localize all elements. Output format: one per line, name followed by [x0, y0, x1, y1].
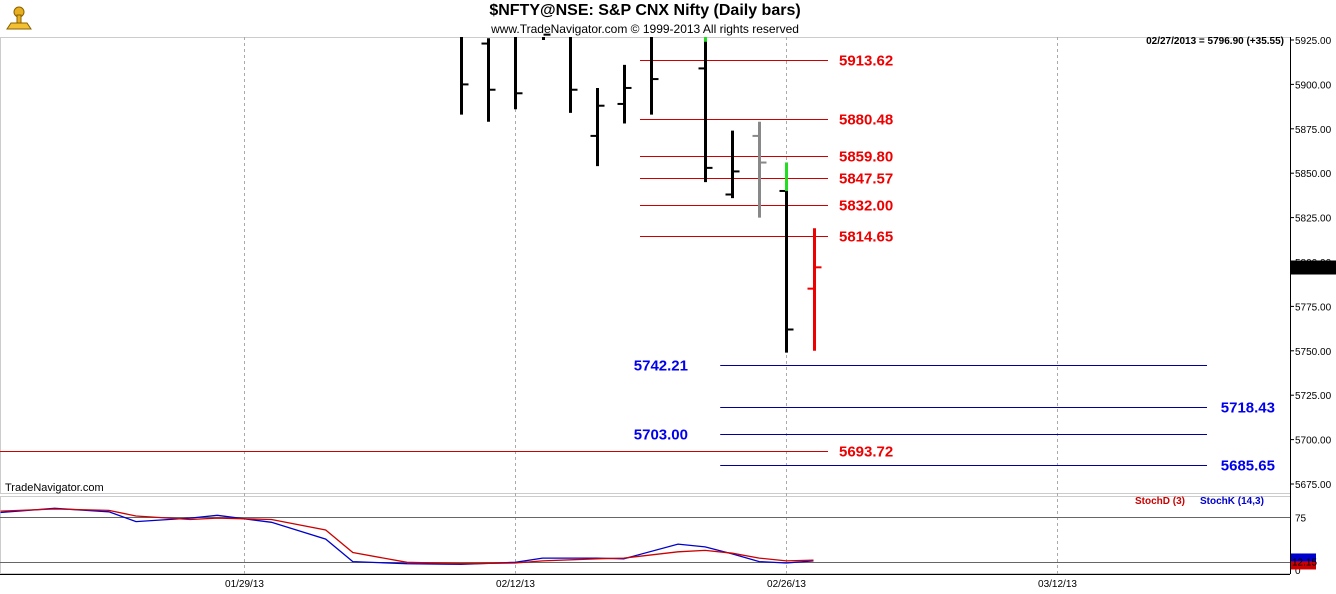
level-label: 5703.00 [634, 427, 688, 444]
y-tick-label: 5725.00 [1295, 391, 1332, 402]
last-price-box [1291, 260, 1336, 275]
level-label: 5832.00 [839, 198, 893, 215]
stoch-last-value: 12.15 [1292, 557, 1317, 568]
level-label: 5742.21 [634, 358, 688, 375]
y-tick-label: 5750.00 [1295, 347, 1332, 358]
stoch-y-tick-label: 75 [1295, 513, 1307, 524]
watermark: TradeNavigator.com [5, 482, 104, 494]
last-quote: 02/27/2013 = 5796.90 (+35.55) [1146, 36, 1284, 47]
trade-navigator-logo-icon [4, 3, 34, 33]
x-tick-label: 03/12/13 [1038, 579, 1077, 590]
y-tick-label: 5675.00 [1295, 480, 1332, 491]
stoch-k-line [0, 507, 814, 566]
stoch-k-badge [1291, 553, 1316, 562]
last-price-label: 5796.90 [1294, 264, 1331, 275]
level-label: 5814.65 [839, 229, 893, 246]
y-tick-label: 5700.00 [1295, 436, 1332, 447]
legend-stoch-d: StochD (3) [1135, 496, 1185, 507]
stoch-d-line [0, 508, 814, 565]
y-tick-label: 5775.00 [1295, 302, 1332, 313]
stoch-panel-frame [0, 496, 1291, 574]
level-label: 5847.57 [839, 171, 893, 188]
y-tick-label: 5875.00 [1295, 125, 1332, 136]
y-tick-label: 5825.00 [1295, 214, 1332, 225]
y-tick-label: 5900.00 [1295, 80, 1332, 91]
x-tick-label: 02/26/13 [767, 579, 806, 590]
x-tick-label: 01/29/13 [225, 579, 264, 590]
stoch-d-badge [1291, 561, 1316, 570]
chart-title: $NFTY@NSE: S&P CNX Nifty (Daily bars) [489, 2, 801, 19]
y-tick-label: 5850.00 [1295, 169, 1332, 180]
level-label: 5880.48 [839, 112, 893, 129]
level-label: 5913.62 [839, 53, 893, 70]
stoch-y-tick-label: 0 [1295, 566, 1301, 577]
x-tick-label: 02/12/13 [496, 579, 535, 590]
y-tick-label: 5925.00 [1295, 36, 1332, 47]
price-panel-frame [0, 37, 1291, 494]
level-label: 5859.80 [839, 149, 893, 166]
level-label: 5718.43 [1221, 400, 1275, 417]
copyright-text: www.TradeNavigator.com © 1999-2013 All r… [491, 22, 799, 36]
legend-stoch-k: StochK (14,3) [1200, 496, 1264, 507]
level-label: 5685.65 [1221, 458, 1275, 475]
level-label: 5693.72 [839, 444, 893, 461]
